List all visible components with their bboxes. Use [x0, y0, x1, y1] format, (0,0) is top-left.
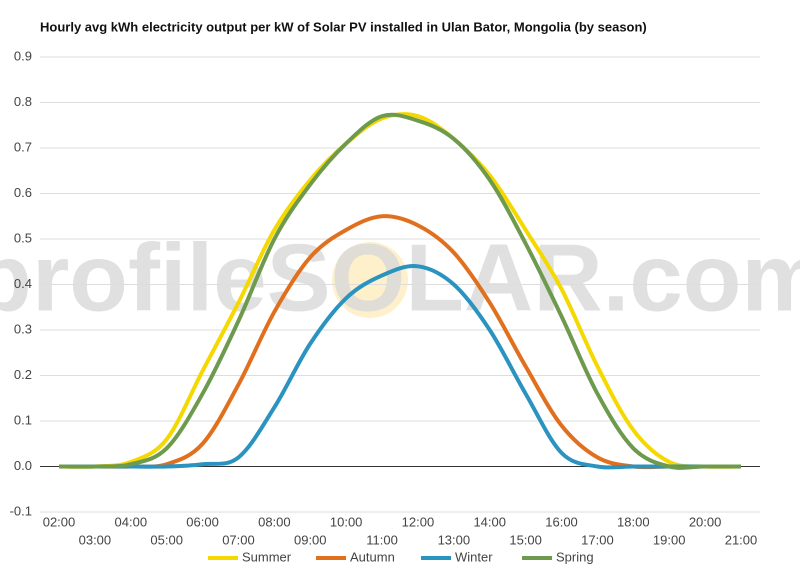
x-tick-label: 13:00 — [438, 532, 471, 547]
legend-label: Autumn — [350, 549, 395, 564]
x-tick-label: 15:00 — [509, 532, 542, 547]
y-tick-label: 0.2 — [14, 367, 32, 382]
x-tick-label: 18:00 — [617, 514, 650, 529]
y-tick-label: 0.8 — [14, 94, 32, 109]
x-tick-label: 12:00 — [402, 514, 435, 529]
y-tick-label: 0.9 — [14, 48, 32, 63]
x-tick-label: 21:00 — [725, 532, 758, 547]
series-line — [59, 264, 741, 470]
x-tick-label: 10:00 — [330, 514, 363, 529]
y-tick-label: 0.7 — [14, 139, 32, 154]
x-tick-label: 03:00 — [79, 532, 112, 547]
x-tick-label: 17:00 — [581, 532, 614, 547]
y-tick-label: 0.0 — [14, 458, 32, 473]
watermark: profileSOLAR.com — [0, 224, 800, 331]
y-tick-label: 0.6 — [14, 185, 32, 200]
x-tick-label: 16:00 — [545, 514, 578, 529]
x-tick-label: 06:00 — [186, 514, 219, 529]
chart-title: Hourly avg kWh electricity output per kW… — [40, 19, 647, 34]
legend-label: Winter — [455, 549, 493, 564]
x-tick-label: 14:00 — [473, 514, 506, 529]
y-tick-label: 0.5 — [14, 230, 32, 245]
y-tick-label: 0.3 — [14, 321, 32, 336]
y-tick-label: 0.4 — [14, 276, 32, 291]
legend-label: Summer — [242, 549, 292, 564]
x-tick-label: 04:00 — [115, 514, 148, 529]
x-tick-label: 07:00 — [222, 532, 255, 547]
x-tick-label: 09:00 — [294, 532, 327, 547]
x-tick-label: 08:00 — [258, 514, 291, 529]
y-tick-label: -0.1 — [10, 503, 32, 518]
legend-label: Spring — [556, 549, 594, 564]
x-tick-label: 05:00 — [150, 532, 183, 547]
x-tick-label: 20:00 — [689, 514, 722, 529]
x-tick-label: 11:00 — [366, 532, 398, 547]
x-tick-label: 19:00 — [653, 532, 686, 547]
series-line — [58, 112, 741, 470]
x-tick-label: 02:00 — [43, 514, 76, 529]
y-tick-label: 0.1 — [14, 412, 32, 427]
